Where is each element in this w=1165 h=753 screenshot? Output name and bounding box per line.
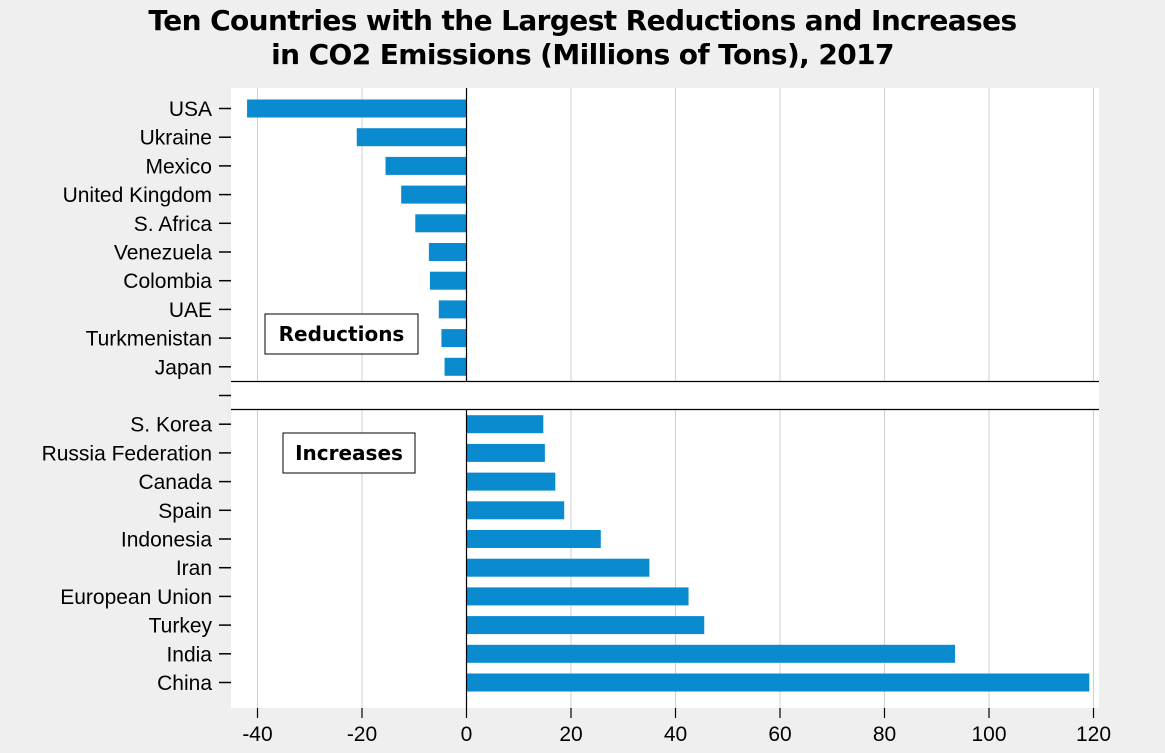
x-tick-label: -20 (347, 723, 377, 746)
y-tick-label: Turkmenistan (86, 328, 212, 351)
bar-s-korea (466, 415, 544, 434)
group-label-reductions: Reductions (279, 322, 405, 346)
bar-ukraine (356, 128, 467, 147)
x-tick-label: 0 (461, 723, 473, 746)
y-tick-label: Spain (158, 500, 212, 523)
y-tick-label: European Union (60, 586, 212, 609)
bar-s-africa (415, 214, 467, 233)
y-tick-label: Japan (155, 356, 212, 379)
bar-spain (466, 501, 565, 520)
y-tick-label: Canada (138, 471, 212, 494)
y-tick-label: UAE (169, 299, 212, 322)
chart-title-line-2: in CO2 Emissions (Millions of Tons), 201… (271, 38, 894, 71)
y-tick-label: S. Korea (130, 414, 212, 437)
bar-turkey (466, 616, 705, 635)
y-tick-label: Turkey (149, 615, 213, 638)
bar-usa (247, 99, 467, 118)
bar-united-kingdom (401, 185, 467, 204)
group-label-box-increases (282, 432, 416, 474)
y-tick-label: India (166, 643, 212, 666)
bar-indonesia (466, 530, 601, 548)
y-tick-label: USA (169, 98, 212, 121)
y-tick-label: Colombia (123, 270, 212, 293)
group-label-box-reductions (264, 313, 419, 355)
bar-venezuela (428, 243, 467, 261)
bar-colombia (429, 271, 467, 290)
bar-canada (466, 472, 556, 491)
bar-uae (438, 300, 467, 319)
x-tick-label: 40 (664, 723, 687, 746)
x-tick-label: 60 (768, 723, 791, 746)
y-tick-label: Venezuela (114, 242, 212, 265)
bar-russia-federation (466, 443, 545, 462)
y-tick-label: Ukraine (140, 127, 212, 150)
group-label-increases: Increases (295, 441, 403, 465)
y-tick-label: Mexico (145, 155, 212, 178)
chart-title: Ten Countries with the Largest Reduction… (0, 4, 1165, 72)
x-tick-label: 20 (559, 723, 582, 746)
x-tick-label: 120 (1076, 723, 1111, 746)
x-tick-label: -40 (242, 723, 272, 746)
group-separator-band (231, 381, 1099, 410)
y-tick-label: S. Africa (134, 213, 213, 236)
bar-india (466, 644, 956, 663)
y-tick-label: United Kingdom (63, 184, 212, 207)
y-tick-label: Iran (176, 557, 212, 580)
bar-iran (466, 558, 650, 577)
bar-european-union (466, 587, 689, 606)
bar-mexico (385, 156, 467, 175)
y-tick-label: China (157, 672, 212, 695)
chart-title-line-1: Ten Countries with the Largest Reduction… (148, 4, 1017, 37)
y-tick-label: Indonesia (121, 529, 212, 552)
bar-japan (444, 357, 467, 376)
bar-china (466, 673, 1090, 692)
x-tick-label: 80 (873, 723, 896, 746)
bar-turkmenistan (441, 329, 467, 348)
y-tick-label: Russia Federation (42, 442, 212, 465)
x-tick-label: 100 (971, 723, 1006, 746)
